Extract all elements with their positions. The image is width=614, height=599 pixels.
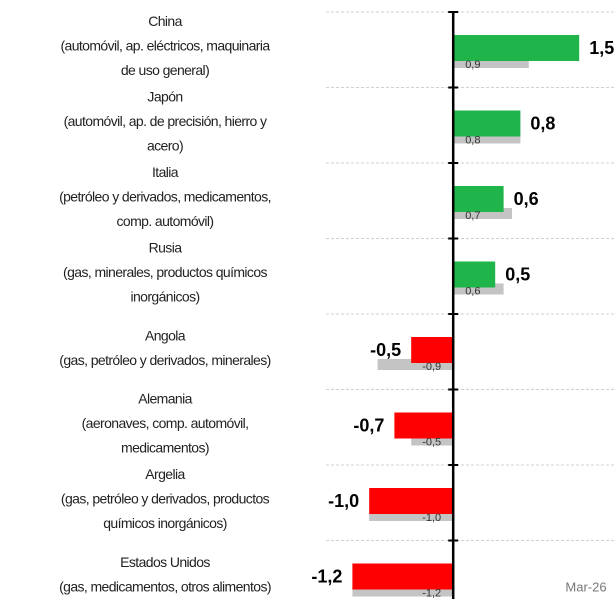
value-label: -1,2 xyxy=(311,566,342,586)
category-label: comp. automóvil) xyxy=(117,213,214,229)
category-label: (gas, petróleo y derivados, productos xyxy=(61,491,270,507)
bar-previous xyxy=(453,208,512,219)
bar xyxy=(352,563,454,590)
bar-previous xyxy=(453,57,529,68)
bar-previous xyxy=(453,283,504,295)
value-label: 0,6 xyxy=(514,189,539,209)
category-label: Estados Unidos xyxy=(120,554,210,570)
bar-previous xyxy=(453,132,521,144)
bar xyxy=(453,35,580,61)
category-label: inorgánicos) xyxy=(130,289,199,305)
category-label: Japón xyxy=(147,89,182,105)
category-label: China xyxy=(148,13,182,29)
bar-previous xyxy=(352,585,454,597)
category-label: (automóvil, ap. de precisión, hierro y xyxy=(64,113,267,129)
bar-previous xyxy=(377,359,454,370)
category-label: de uso general) xyxy=(121,62,209,78)
value-label: 0,8 xyxy=(530,113,555,133)
category-label: Alemania xyxy=(138,391,192,407)
small-value-label: -1,0 xyxy=(422,512,441,524)
category-label: (petróleo y derivados, medicamentos, xyxy=(59,189,271,205)
bar xyxy=(453,110,521,137)
bar xyxy=(394,412,454,439)
category-label: acero) xyxy=(147,138,183,154)
value-label: 0,5 xyxy=(505,264,530,284)
bar xyxy=(369,488,454,514)
small-value-label: -0,5 xyxy=(422,436,441,448)
bar-previous xyxy=(369,510,454,521)
small-value-label: -0,9 xyxy=(422,361,441,373)
value-label: -1,0 xyxy=(328,491,359,511)
category-label: Italia xyxy=(152,164,179,180)
small-value-label: 0,9 xyxy=(465,59,480,71)
small-value-label: 0,6 xyxy=(465,285,480,297)
small-value-label: -1,2 xyxy=(422,587,441,599)
category-label: medicamentos) xyxy=(121,440,209,456)
value-label: -0,5 xyxy=(370,340,401,360)
bar xyxy=(453,261,496,288)
bar-previous xyxy=(411,434,454,446)
annotation: Mar-26 xyxy=(565,579,606,594)
category-label: Rusia xyxy=(149,240,183,256)
value-label: 1,5 xyxy=(589,38,614,58)
category-label: (gas, petróleo y derivados, minerales) xyxy=(59,352,270,368)
small-value-label: 0,7 xyxy=(465,210,480,222)
category-label: (aeronaves, comp. automóvil, xyxy=(82,415,249,431)
category-label: Argelia xyxy=(145,466,185,482)
value-label: -0,7 xyxy=(353,415,384,435)
bar xyxy=(453,186,504,212)
category-label: Angola xyxy=(145,327,186,343)
category-label: (gas, minerales, productos químicos xyxy=(63,264,267,280)
category-label: (automóvil, ap. eléctricos, maquinaria xyxy=(60,38,270,54)
small-value-label: 0,8 xyxy=(465,134,480,146)
bar xyxy=(411,337,454,363)
category-label: químicos inorgánicos) xyxy=(103,515,227,531)
category-label: (gas, medicamentos, otros alimentos) xyxy=(59,578,271,594)
